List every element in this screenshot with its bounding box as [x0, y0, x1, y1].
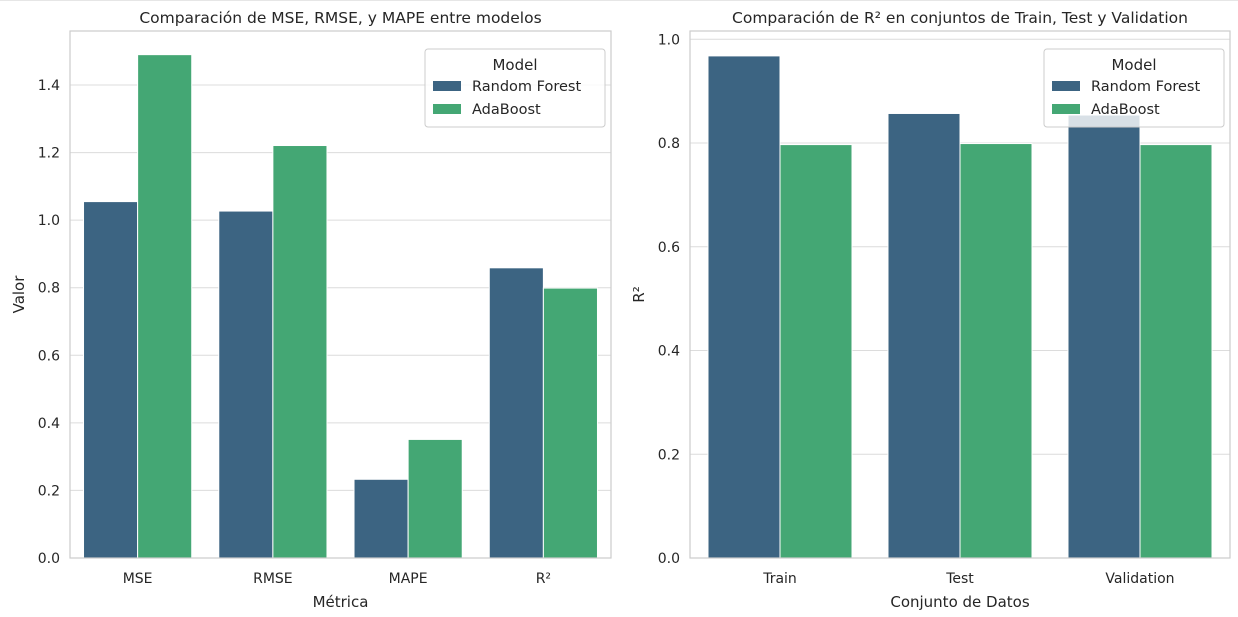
y-tick-label: 1.0 — [38, 213, 60, 229]
mse-rmse-mape-chart: 0.0 0.2 0.4 0.6 0.8 1.0 1.2 1.4 MSE RMSE MAPE R² C… — [10, 9, 612, 611]
bar-adaboost-validation — [1139, 144, 1213, 559]
legend-swatch-adaboost — [1052, 104, 1080, 114]
legend-title: Model — [1111, 56, 1156, 74]
x-tick-label: MAPE — [389, 571, 428, 587]
legend-box — [424, 48, 606, 128]
y-tick-label: 0.2 — [38, 483, 60, 499]
x-tick-label: MSE — [123, 571, 153, 587]
chart-title: Comparación de R² en conjuntos de Train,… — [732, 9, 1188, 27]
y-tick-label: 1.0 — [658, 32, 680, 48]
y-axis-label: Valor — [10, 275, 28, 314]
bars — [707, 55, 1213, 559]
x-tick-label: Validation — [1105, 571, 1174, 587]
y-tick-label: 0.2 — [658, 447, 680, 463]
x-ticks: Train Test Validation — [762, 571, 1174, 587]
legend-label-adaboost: AdaBoost — [472, 102, 541, 118]
bar-adaboost-train — [779, 144, 853, 559]
bar-adaboost-r2 — [542, 287, 598, 559]
y-tick-label: 0.4 — [38, 416, 60, 432]
bar-random-forest-validation — [1067, 114, 1141, 559]
x-tick-label: Train — [762, 571, 797, 587]
r2-sets-chart: 0.0 0.2 0.4 0.6 0.8 1.0 Train Test Validation C… — [630, 9, 1231, 611]
x-axis-label: Métrica — [313, 593, 369, 611]
legend-box — [1043, 48, 1225, 128]
x-axis-label: Conjunto de Datos — [890, 593, 1029, 611]
bar-random-forest-mape — [353, 478, 409, 559]
plot-frame — [69, 30, 612, 559]
bars — [83, 54, 598, 559]
y-tick-label: 1.4 — [38, 78, 60, 94]
x-tick-label: RMSE — [253, 571, 293, 587]
bar-adaboost-mape — [407, 438, 463, 559]
bar-random-forest-test — [887, 112, 961, 559]
legend-swatch-random-forest — [433, 81, 461, 91]
legend-label-adaboost: AdaBoost — [1091, 102, 1160, 118]
legend-swatch-random-forest — [1052, 81, 1080, 91]
legend: Model Random Forest AdaBoost — [424, 48, 606, 128]
bar-adaboost-mse — [137, 54, 193, 559]
top-border — [0, 0, 1238, 5]
y-ticks: 0.0 0.2 0.4 0.6 0.8 1.0 1.2 1.4 — [38, 78, 60, 567]
bar-random-forest-train — [707, 55, 781, 559]
legend-label-random-forest: Random Forest — [1091, 79, 1200, 95]
bar-adaboost-test — [959, 143, 1033, 559]
y-tick-label: 1.2 — [38, 146, 60, 162]
y-tick-label: 0.6 — [38, 348, 60, 364]
y-tick-label: 0.6 — [658, 240, 680, 256]
y-ticks: 0.0 0.2 0.4 0.6 0.8 1.0 — [658, 32, 680, 567]
y-axis-label: R² — [630, 286, 648, 302]
bar-adaboost-rmse — [272, 145, 328, 559]
y-tick-label: 0.4 — [658, 344, 680, 360]
legend-swatch-adaboost — [433, 104, 461, 114]
y-tick-label: 0.0 — [658, 551, 680, 567]
y-tick-label: 0.8 — [38, 281, 60, 297]
legend-title: Model — [492, 56, 537, 74]
y-tick-label: 0.0 — [38, 551, 60, 567]
bar-random-forest-rmse — [218, 210, 274, 559]
chart-title: Comparación de MSE, RMSE, y MAPE entre m… — [139, 9, 541, 27]
x-tick-label: R² — [536, 571, 551, 587]
legend-label-random-forest: Random Forest — [472, 79, 581, 95]
x-tick-label: Test — [945, 571, 974, 587]
legend: Model Random Forest AdaBoost — [1043, 48, 1225, 128]
bar-random-forest-r2 — [488, 267, 544, 559]
y-tick-label: 0.8 — [658, 136, 680, 152]
plot-frame — [689, 30, 1231, 559]
bar-random-forest-mse — [83, 201, 139, 559]
x-ticks: MSE RMSE MAPE R² — [123, 571, 551, 587]
